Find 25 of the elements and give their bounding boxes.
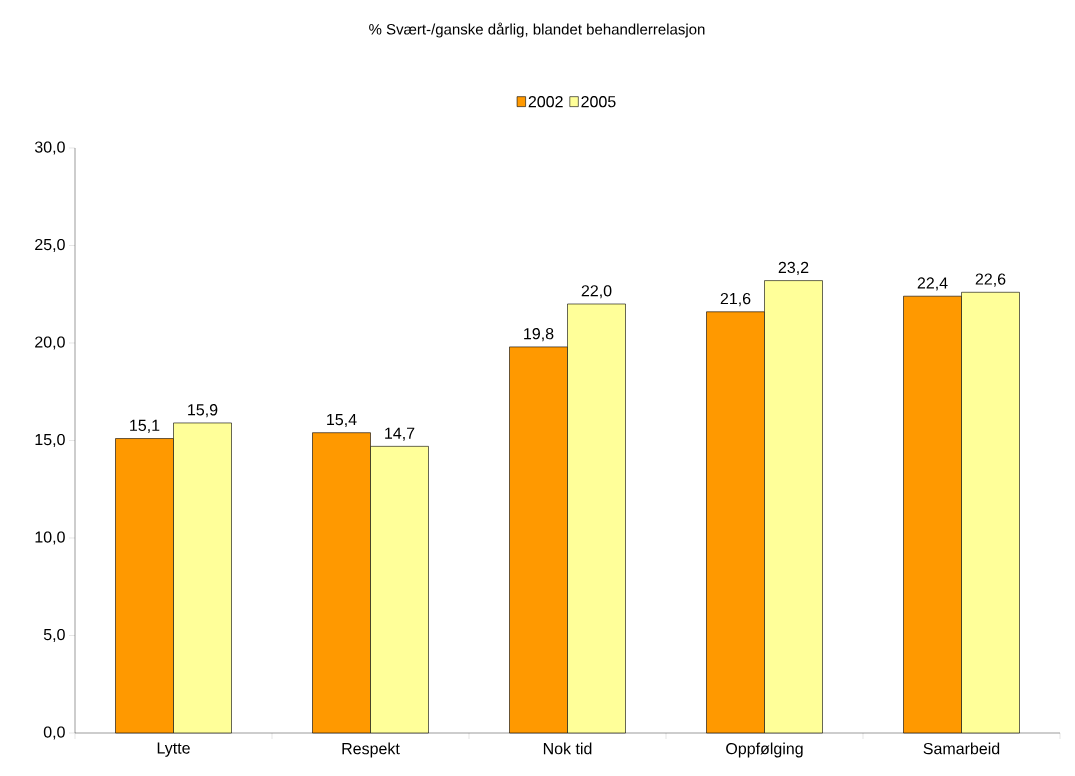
data-label: 14,7 [385, 427, 415, 441]
x-tick-label: Respekt [342, 742, 400, 758]
legend-label: 2005 [581, 96, 616, 108]
chart-title: % Svært-/ganske dårlig, blandet behandlerrelasjon [369, 22, 705, 38]
y-tick-label: 25,0 [35, 238, 65, 253]
x-tick-label: Nok tid [543, 742, 592, 755]
y-tick-label: 15,0 [35, 433, 65, 448]
data-label: 22,4 [917, 277, 948, 291]
x-tick-label: Oppfølging [726, 742, 803, 758]
x-tick-label: Samarbeid [923, 742, 1000, 755]
y-tick-label: 20,0 [35, 336, 65, 350]
legend-label: 2002 [528, 96, 563, 108]
data-label: 21,6 [720, 292, 751, 307]
data-label: 22,6 [975, 273, 1006, 287]
data-label: 19,8 [524, 328, 554, 342]
y-tick-label: 5,0 [43, 628, 65, 643]
data-label: 15,4 [327, 414, 357, 428]
data-label: 22,0 [581, 285, 612, 299]
data-label: 15,1 [130, 419, 160, 433]
y-tick-label: 0,0 [43, 726, 65, 740]
y-tick-label: 10,0 [35, 531, 65, 545]
data-label: 15,9 [188, 404, 218, 418]
y-tick-label: 30,0 [34, 141, 65, 155]
x-tick-label: Lytte [157, 742, 190, 757]
data-label: 23,2 [778, 261, 809, 275]
